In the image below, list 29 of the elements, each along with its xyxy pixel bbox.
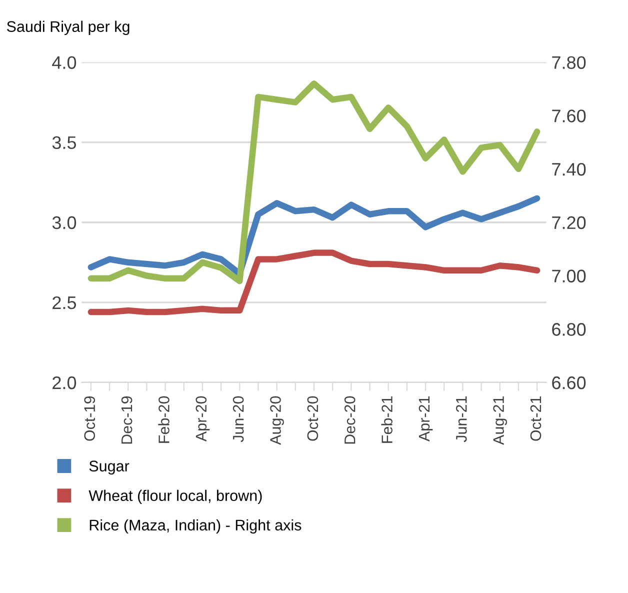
y2-tick-label: 6.60 — [552, 376, 586, 390]
x-tick-label: Feb-20 — [158, 396, 170, 443]
y-tick-label: 3.0 — [52, 216, 76, 230]
x-tick-label: Dec-20 — [344, 396, 356, 444]
x-tick-label: Feb-21 — [381, 396, 392, 443]
legend-label: Sugar — [89, 460, 130, 475]
x-tick-label: Dec-19 — [121, 396, 132, 444]
y-tick-label: 4.0 — [52, 56, 76, 69]
y2-tick-label: 7.80 — [552, 56, 586, 69]
y2-tick-label: 6.80 — [552, 323, 586, 336]
x-tick-label: Apr-20 — [196, 396, 210, 442]
x-tick-label: Jun-20 — [232, 396, 244, 442]
y-tick-label: 3.5 — [52, 136, 76, 150]
y2-tick-label: 7.00 — [552, 270, 586, 282]
x-tick-label: Aug-21 — [493, 396, 508, 445]
y-tick-label: 2.5 — [52, 296, 76, 310]
x-tick-label: Oct-19 — [84, 396, 96, 441]
x-tick-label: Aug-20 — [270, 396, 284, 445]
y2-tick-label: 7.60 — [552, 110, 586, 122]
legend-label: Rice (Maza, Indian) - Right axis — [90, 519, 302, 534]
y-tick-label: 2.0 — [52, 376, 76, 390]
legend-label: Wheat (flour local, brown) — [88, 490, 262, 504]
x-tick-label: Jun-21 — [456, 396, 467, 442]
x-tick-label: Oct-21 — [530, 396, 542, 441]
y-axis-title: Saudi Riyal per kg — [6, 20, 130, 35]
x-tick-label: Apr-21 — [418, 396, 433, 442]
y2-tick-label: 7.20 — [552, 216, 586, 230]
x-tick-label: Oct-20 — [307, 396, 318, 441]
y2-tick-label: 7.40 — [552, 162, 586, 176]
